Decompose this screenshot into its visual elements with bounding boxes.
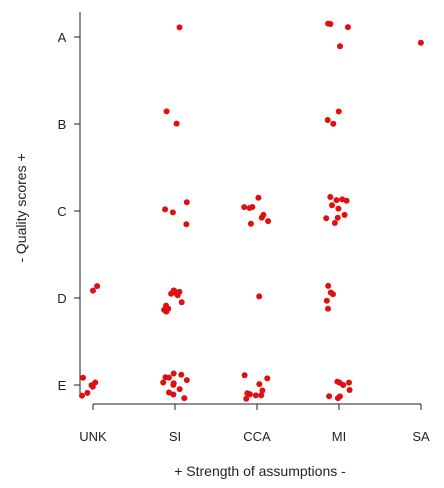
data-point bbox=[170, 370, 177, 377]
data-point bbox=[165, 374, 172, 381]
data-point bbox=[90, 287, 96, 294]
data-point bbox=[346, 379, 352, 386]
data-point bbox=[247, 391, 253, 398]
y-tick-label: A bbox=[58, 30, 67, 45]
data-points bbox=[79, 20, 424, 402]
y-ticks: E D C B A bbox=[57, 30, 80, 393]
data-point bbox=[258, 392, 265, 399]
data-point bbox=[324, 117, 331, 123]
data-point bbox=[163, 108, 170, 115]
data-point bbox=[162, 206, 169, 213]
data-point bbox=[174, 292, 181, 299]
data-point bbox=[176, 24, 183, 31]
data-point bbox=[323, 297, 330, 304]
data-point bbox=[325, 305, 331, 312]
data-point bbox=[241, 204, 248, 211]
x-axis-title: + Strength of assumptions - bbox=[174, 463, 346, 479]
data-point bbox=[241, 372, 248, 379]
data-point bbox=[334, 395, 341, 402]
data-point bbox=[335, 108, 342, 115]
data-point bbox=[84, 389, 91, 396]
y-tick-label: E bbox=[58, 378, 67, 393]
data-point bbox=[340, 382, 347, 388]
data-point bbox=[346, 387, 353, 393]
data-point bbox=[325, 20, 332, 27]
data-point bbox=[335, 205, 342, 212]
data-point bbox=[80, 374, 86, 381]
data-point bbox=[92, 379, 99, 386]
data-point bbox=[183, 199, 190, 206]
data-point bbox=[170, 380, 177, 387]
data-point bbox=[165, 305, 172, 312]
data-point bbox=[417, 39, 424, 46]
data-point bbox=[334, 214, 341, 221]
data-point bbox=[325, 282, 332, 289]
x-tick-label: CCA bbox=[243, 429, 271, 444]
y-tick-label: D bbox=[57, 291, 66, 306]
data-point bbox=[246, 205, 253, 211]
x-tick-label: UNK bbox=[79, 429, 107, 444]
data-point bbox=[265, 218, 272, 225]
x-tick-label: SI bbox=[169, 429, 181, 444]
data-point bbox=[256, 293, 263, 300]
y-tick-label: C bbox=[57, 204, 66, 219]
data-point bbox=[94, 283, 101, 290]
data-point bbox=[183, 221, 190, 228]
data-point bbox=[337, 43, 343, 50]
data-point bbox=[243, 395, 250, 402]
data-point bbox=[255, 194, 262, 201]
data-point bbox=[181, 395, 188, 402]
data-point bbox=[176, 386, 183, 393]
x-tick-label: MI bbox=[332, 429, 346, 444]
data-point bbox=[171, 287, 178, 294]
y-axis-title: - Quality scores + bbox=[13, 153, 29, 262]
data-point bbox=[327, 289, 334, 296]
data-point bbox=[166, 389, 172, 396]
data-point bbox=[339, 196, 346, 203]
data-point bbox=[178, 299, 185, 306]
data-point bbox=[333, 197, 340, 204]
data-point bbox=[326, 393, 333, 400]
data-point bbox=[329, 202, 335, 209]
data-point bbox=[264, 375, 271, 382]
data-point bbox=[344, 24, 351, 31]
data-point bbox=[331, 220, 338, 226]
data-point bbox=[160, 379, 167, 386]
data-point bbox=[327, 194, 334, 200]
data-point bbox=[178, 371, 185, 378]
data-point bbox=[330, 120, 337, 127]
data-point bbox=[173, 120, 180, 127]
y-tick-label: B bbox=[58, 117, 67, 132]
data-point bbox=[258, 214, 265, 221]
data-point bbox=[169, 209, 176, 216]
data-point bbox=[252, 392, 259, 399]
data-point bbox=[341, 211, 348, 218]
x-ticks: UNK SI CCA MI SA bbox=[79, 404, 430, 444]
x-tick-label: SA bbox=[412, 429, 430, 444]
data-point bbox=[259, 387, 266, 394]
data-point bbox=[323, 215, 330, 222]
data-point bbox=[247, 220, 254, 227]
data-point bbox=[79, 392, 85, 399]
data-point bbox=[256, 381, 263, 388]
data-point bbox=[183, 377, 190, 384]
